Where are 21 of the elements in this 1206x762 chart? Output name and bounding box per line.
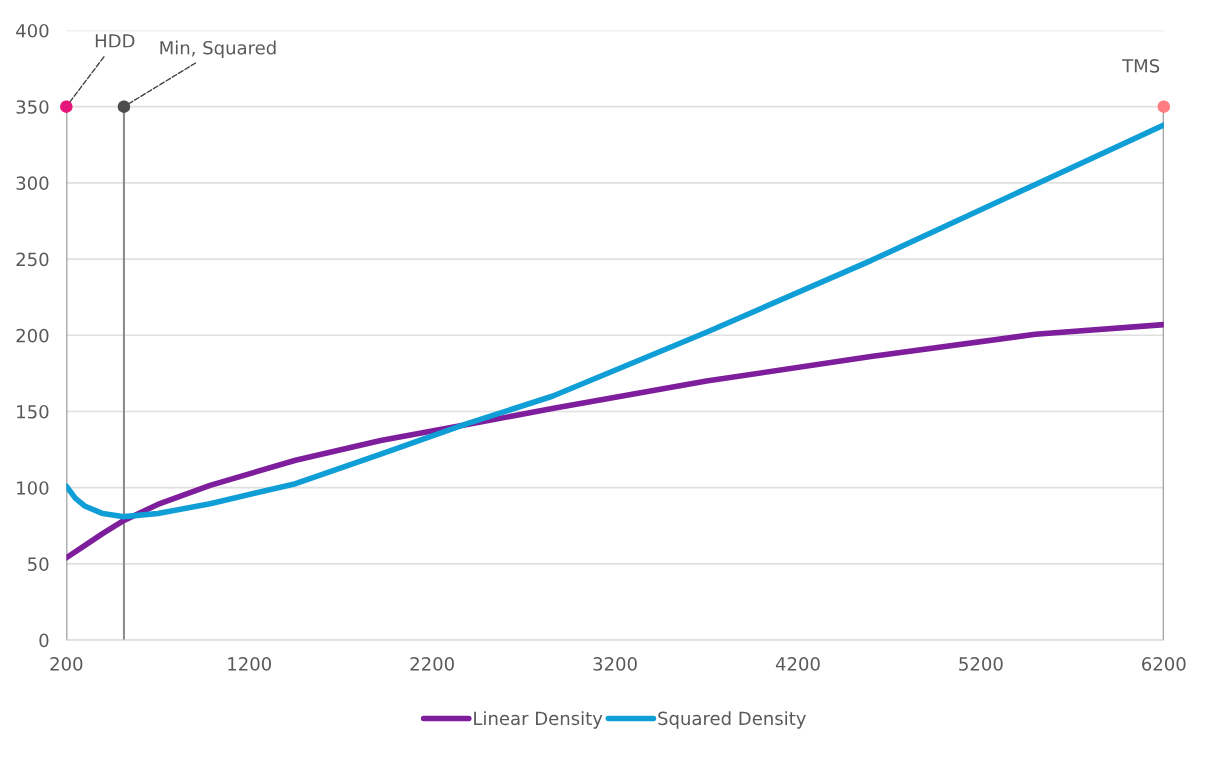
legend-label: Linear Density (474, 711, 603, 729)
x-tick-label: 6200 (1142, 657, 1186, 671)
x-tick-label: 3200 (593, 657, 637, 671)
y-tick-label: 400 (16, 23, 49, 38)
y-tick-label: 0 (39, 633, 49, 648)
annotation: HDD (95, 34, 135, 48)
x-tick-label: 2200 (410, 657, 454, 671)
x-tick-label: 5200 (959, 657, 1003, 671)
y-tick-label: 150 (17, 404, 49, 419)
y-tick-label: 300 (16, 176, 49, 190)
y-tick-label: 250 (16, 252, 49, 267)
annotation: TMS (1122, 58, 1160, 73)
x-tick-label: 1200 (228, 657, 272, 671)
x-tick-label: 200 (50, 657, 83, 671)
y-tick-label: 200 (16, 328, 49, 343)
y-tick-label: 350 (16, 100, 49, 114)
y-tick-label: 50 (28, 557, 49, 571)
annotation: Min, Squared (160, 40, 276, 59)
legend-label: Squared Density (658, 711, 806, 729)
x-tick-label: 4200 (775, 657, 820, 671)
y-tick-label: 100 (17, 481, 49, 495)
